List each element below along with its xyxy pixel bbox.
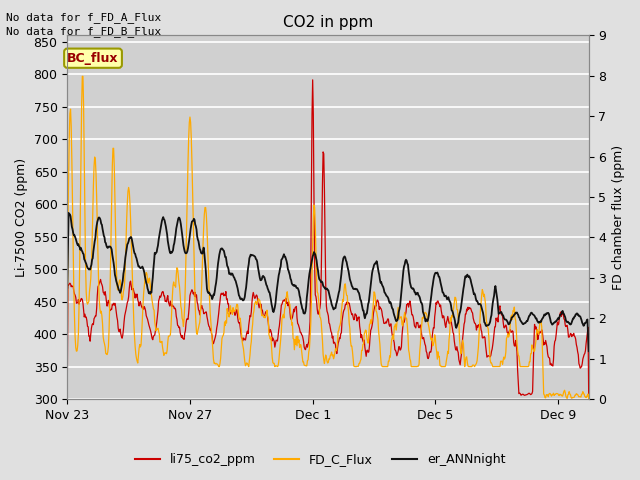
Text: No data for f_FD_A_Flux: No data for f_FD_A_Flux — [6, 12, 162, 23]
Text: BC_flux: BC_flux — [67, 52, 119, 65]
Title: CO2 in ppm: CO2 in ppm — [283, 15, 373, 30]
Y-axis label: FD chamber flux (ppm): FD chamber flux (ppm) — [612, 144, 625, 290]
Y-axis label: Li-7500 CO2 (ppm): Li-7500 CO2 (ppm) — [15, 157, 28, 277]
Text: No data for f_FD_B_Flux: No data for f_FD_B_Flux — [6, 26, 162, 37]
Legend: li75_co2_ppm, FD_C_Flux, er_ANNnight: li75_co2_ppm, FD_C_Flux, er_ANNnight — [130, 448, 510, 471]
